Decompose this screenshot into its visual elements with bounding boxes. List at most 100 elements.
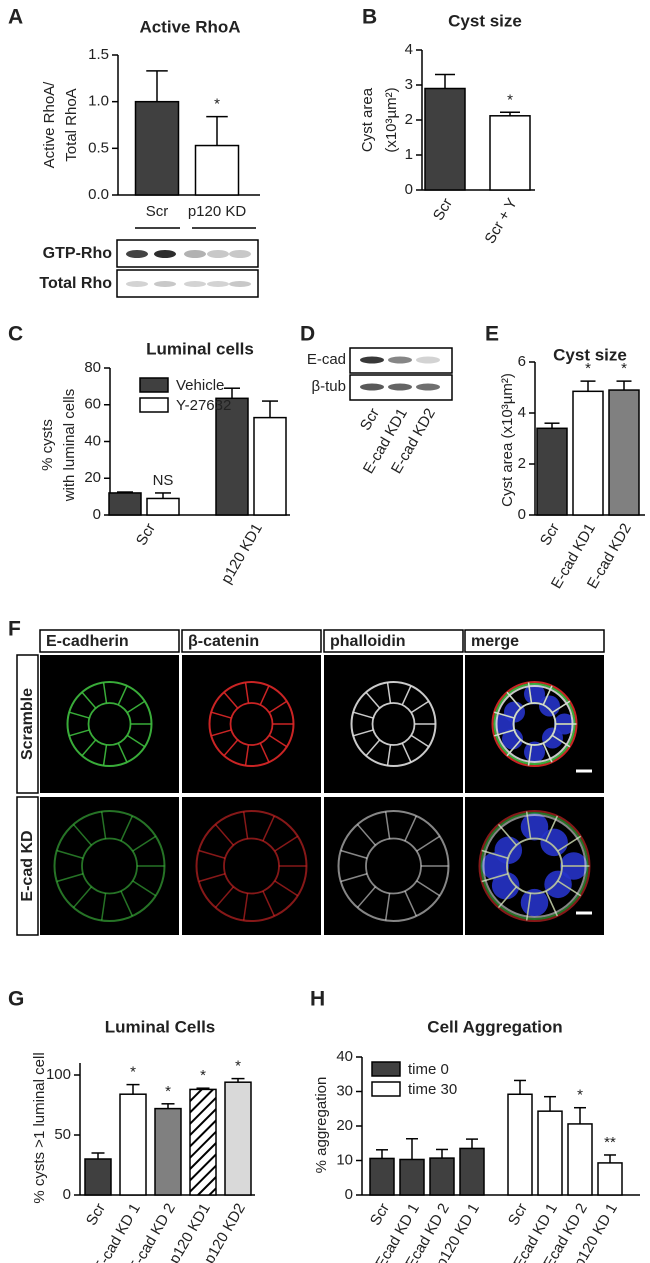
cell-border [506, 691, 522, 709]
cell-border [525, 893, 532, 921]
cell-border [268, 734, 288, 748]
blot-row-label: Total Rho [39, 275, 112, 292]
cell-border [365, 691, 381, 709]
y-tick-label: 100 [46, 1066, 71, 1083]
chart-title: Luminal Cells [105, 1017, 216, 1036]
cell-border [262, 890, 276, 917]
blot-band [416, 356, 440, 364]
cell-border [120, 890, 134, 917]
cell-border [557, 835, 582, 852]
nucleus [481, 852, 509, 880]
cell-border [352, 711, 374, 719]
annotation: * [165, 1083, 171, 1100]
x-tick-label: Scr [505, 1200, 531, 1228]
y-tick-label: 40 [84, 432, 101, 449]
image-header: β-catenin [188, 633, 259, 650]
image-row-label: E-cad KD [19, 830, 36, 901]
y-axis-label: Cyst area [359, 87, 376, 152]
bar [399, 1158, 425, 1196]
cell-border [352, 729, 374, 737]
y-axis-label: with luminal cells [61, 389, 78, 503]
bar [489, 115, 531, 191]
y-tick-label: 3 [405, 76, 413, 93]
cell-border [542, 685, 553, 706]
cell-border [223, 739, 239, 757]
cell-border [340, 849, 368, 859]
cell-border [401, 742, 412, 763]
legend-swatch [371, 1061, 401, 1077]
blot-band [154, 281, 176, 287]
bar [215, 397, 249, 516]
cell-border [198, 873, 226, 883]
bar [507, 1093, 533, 1196]
bar [369, 1157, 395, 1196]
cell-border [551, 700, 571, 714]
legend-label: time 0 [408, 1061, 449, 1078]
blot-band [184, 281, 206, 287]
blot-band [154, 250, 176, 258]
y-tick-label: 1 [405, 146, 413, 163]
annotation: * [585, 360, 591, 377]
cell-border [126, 734, 146, 748]
cell-border [386, 744, 392, 766]
annotation: NS [153, 472, 174, 489]
cell-border [68, 711, 90, 719]
cell-border [244, 744, 250, 766]
y-tick-label: 0 [405, 181, 413, 198]
y-tick-label: 20 [336, 1117, 353, 1134]
bar [194, 144, 240, 196]
blot-row-label: β-tub [312, 378, 346, 395]
bar [597, 1162, 623, 1196]
x-tick-label: Scr [367, 1200, 393, 1228]
cell-border [481, 873, 509, 883]
cell-border [557, 880, 582, 897]
x-tick-label: p120 KD [188, 203, 247, 220]
y-tick-label: 40 [336, 1048, 353, 1065]
bar [189, 1088, 217, 1196]
cell-border [527, 682, 533, 704]
cell-border [404, 815, 418, 842]
blot-row-label: GTP-Rho [43, 245, 113, 262]
cell-border [81, 739, 97, 757]
bar [134, 100, 180, 196]
image-header-box [323, 629, 464, 653]
cell-border [274, 835, 299, 852]
cell-border [404, 890, 418, 917]
bar [146, 497, 180, 516]
blot-band [388, 356, 412, 364]
x-tick-label: p120 KD1 [218, 520, 266, 586]
image-row-box [16, 654, 39, 794]
y-axis-label: (x10³µm²) [383, 87, 400, 152]
cell-border [340, 873, 368, 883]
chart-title: Active RhoA [139, 17, 240, 36]
cell-border [416, 835, 441, 852]
bar [224, 1081, 252, 1196]
cell-border [262, 815, 276, 842]
y-axis-label: % cysts >1 luminal cell [31, 1052, 48, 1203]
y-axis-label: Cyst area (x10³µm²) [499, 373, 516, 507]
legend-label: Y-27632 [176, 397, 231, 414]
annotation: * [507, 91, 513, 108]
annotation: * [214, 96, 220, 113]
y-tick-label: 0 [93, 506, 101, 523]
annotation: * [130, 1064, 136, 1081]
y-tick-label: 30 [336, 1082, 353, 1099]
cell-border [102, 682, 108, 704]
cell-border [274, 880, 299, 897]
cell-border [242, 893, 249, 921]
bar [608, 389, 640, 516]
y-tick-label: 60 [84, 396, 101, 413]
y-axis-label: % aggregation [313, 1077, 330, 1174]
blot-band [126, 250, 148, 258]
y-tick-label: 1.5 [88, 46, 109, 63]
cell-border [542, 742, 553, 763]
image-header-box [39, 629, 180, 653]
cell-border [132, 835, 157, 852]
cell-border [214, 886, 235, 909]
image-header-box [181, 629, 322, 653]
bar [567, 1123, 593, 1196]
bar [537, 1110, 563, 1196]
annotation: * [621, 360, 627, 377]
cell-border [117, 742, 128, 763]
